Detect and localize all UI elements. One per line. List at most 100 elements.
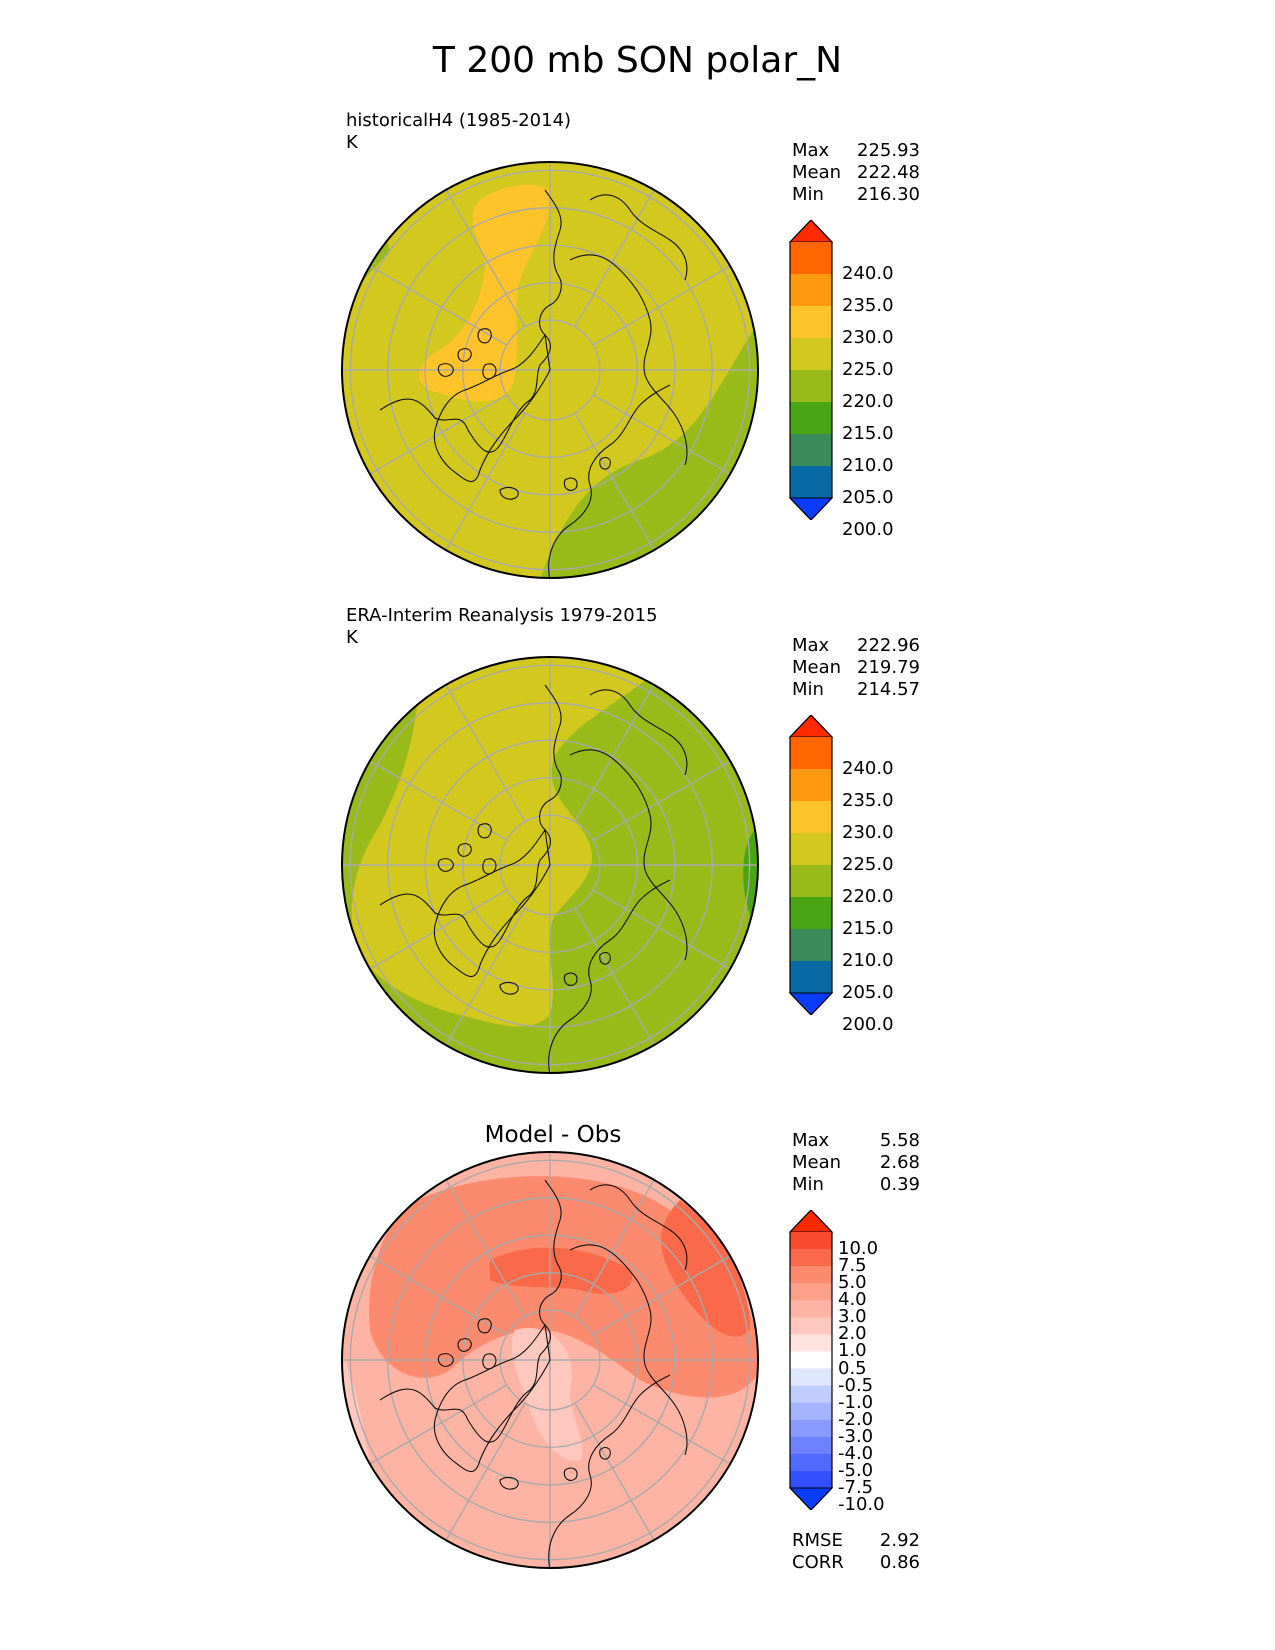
stat-mean-value: 2.68 bbox=[879, 1152, 920, 1173]
meridian-line bbox=[592, 1384, 731, 1465]
colorbar-top-extension bbox=[788, 1210, 834, 1233]
colorbar-tick-label: -10.0 bbox=[838, 1494, 885, 1516]
colorbar-outline bbox=[789, 1210, 833, 1510]
coastline bbox=[457, 843, 472, 857]
colorbar-tick-label: -3.0 bbox=[838, 1425, 874, 1447]
colorbar-segment bbox=[790, 1334, 832, 1352]
colorbar-tick-label: -4.0 bbox=[838, 1442, 874, 1464]
coastline bbox=[563, 972, 578, 986]
colorbar-segment bbox=[790, 1419, 832, 1438]
coastline bbox=[499, 486, 519, 500]
colorbar-segment bbox=[790, 274, 832, 307]
meridian-line bbox=[445, 1179, 526, 1318]
colorbar-segment bbox=[790, 338, 832, 371]
stat-min-value: 216.30 bbox=[857, 184, 920, 205]
meridian-line bbox=[445, 412, 526, 551]
colorbar-segment bbox=[790, 1300, 832, 1318]
coastline bbox=[482, 858, 497, 875]
colorbar-tick-label: 2.0 bbox=[838, 1323, 867, 1345]
coastline bbox=[477, 328, 492, 344]
colorbar-tick-label: 235.0 bbox=[842, 295, 894, 316]
colorbar-bottom-extension bbox=[788, 1487, 834, 1510]
meridian-line bbox=[574, 1402, 655, 1541]
coastline bbox=[482, 1353, 497, 1370]
colorbar-segment bbox=[790, 1266, 832, 1284]
meridian-line bbox=[369, 265, 508, 346]
colorbar-segment bbox=[790, 737, 832, 770]
coastline bbox=[457, 348, 472, 362]
meridian-line bbox=[574, 684, 655, 823]
coastline bbox=[437, 858, 454, 872]
meridian-line bbox=[592, 760, 731, 841]
coastline bbox=[379, 1179, 562, 1443]
colorbar-segment bbox=[790, 1351, 832, 1370]
coastline bbox=[599, 951, 611, 965]
colorbar-tick-label: 200.0 bbox=[842, 519, 894, 540]
stat-mean-key: Mean bbox=[792, 162, 842, 183]
colorbar-segment bbox=[790, 769, 832, 802]
stat-mean-key: Mean bbox=[792, 657, 842, 678]
colorbar-tick-label: 7.5 bbox=[838, 1255, 867, 1277]
colorbar-bottom-extension bbox=[788, 992, 834, 1015]
coastline bbox=[433, 828, 551, 977]
coastline bbox=[437, 363, 454, 377]
colorbar-segment bbox=[790, 1436, 832, 1455]
meridian-line bbox=[592, 889, 731, 970]
obs-colorbar-labels: 240.0 235.0 230.0 225.0 220.0 215.0 210.… bbox=[842, 715, 922, 1034]
colorbar-segment bbox=[790, 306, 832, 339]
colorbar-tick-label: 210.0 bbox=[842, 950, 894, 971]
coastline bbox=[569, 749, 688, 961]
stat-max-value: 222.96 bbox=[857, 635, 920, 656]
colorbar-tick-label: 3.0 bbox=[838, 1306, 867, 1328]
colorbar-segment bbox=[790, 1249, 832, 1267]
stat-mean-key: Mean bbox=[792, 1152, 842, 1173]
coastline bbox=[589, 689, 688, 776]
stat-min-value: 0.39 bbox=[879, 1174, 920, 1195]
colorbar-segment bbox=[790, 1232, 832, 1250]
colorbar-tick-label: 0.5 bbox=[838, 1357, 867, 1379]
colorbar-tick-label: 205.0 bbox=[842, 487, 894, 508]
obs-colorbar bbox=[788, 715, 834, 1015]
coastline bbox=[563, 477, 578, 491]
colorbar-tick-label: 200.0 bbox=[842, 1014, 894, 1035]
stat-min-value: 214.57 bbox=[857, 679, 920, 700]
meridian-line bbox=[445, 684, 526, 823]
coastline bbox=[548, 384, 671, 578]
coastline bbox=[482, 363, 497, 380]
stat-max-key: Max bbox=[792, 140, 830, 161]
meridian-line bbox=[574, 412, 655, 551]
meridian-line bbox=[369, 1255, 508, 1336]
colorbar-outline bbox=[789, 220, 833, 520]
model-polar-map bbox=[341, 161, 759, 579]
panel2-stats: Max 222.96 Mean 219.79 Min 214.57 bbox=[792, 635, 920, 701]
coastline bbox=[599, 1446, 611, 1460]
colorbar-tick-label: -1.0 bbox=[838, 1391, 874, 1413]
colorbar-segment bbox=[790, 833, 832, 866]
diff-metrics: RMSE 2.92 CORR 0.86 bbox=[792, 1530, 920, 1574]
meridian-line bbox=[574, 1179, 655, 1318]
corr-value: 0.86 bbox=[879, 1552, 920, 1573]
colorbar-tick-label: -5.0 bbox=[838, 1459, 874, 1481]
colorbar-segment bbox=[790, 929, 832, 962]
meridian-line bbox=[445, 189, 526, 328]
panel2-units: K bbox=[346, 627, 358, 648]
colorbar-tick-label: 235.0 bbox=[842, 790, 894, 811]
colorbar-segment bbox=[790, 897, 832, 930]
contour-band bbox=[511, 1328, 583, 1461]
meridian-line bbox=[445, 907, 526, 1046]
colorbar-outline bbox=[789, 715, 833, 1015]
colorbar-top-extension bbox=[788, 715, 834, 738]
stat-min-key: Min bbox=[792, 1174, 824, 1195]
panel1-units: K bbox=[346, 132, 358, 153]
model-colorbar bbox=[788, 220, 834, 520]
colorbar-tick-label: 215.0 bbox=[842, 918, 894, 939]
diff-colorbar bbox=[788, 1210, 834, 1510]
colorbar-tick-label: 230.0 bbox=[842, 327, 894, 348]
meridian-line bbox=[592, 394, 731, 475]
panel1-stats: Max 225.93 Mean 222.48 Min 216.30 bbox=[792, 140, 920, 206]
colorbar-segment bbox=[790, 1368, 832, 1387]
panel3-stats: Max 5.58 Mean 2.68 Min 0.39 bbox=[792, 1130, 920, 1196]
coastline bbox=[437, 1353, 454, 1367]
stat-max-value: 5.58 bbox=[879, 1130, 920, 1151]
panel2-label: ERA-Interim Reanalysis 1979-2015 bbox=[346, 605, 658, 626]
